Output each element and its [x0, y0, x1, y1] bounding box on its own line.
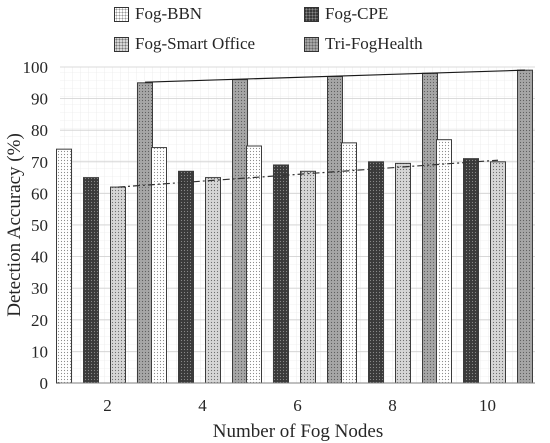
legend: Fog-BBN Fog-CPE Fog-Smart Office Tri-Fog… — [100, 2, 520, 60]
y-tick-label: 90 — [31, 90, 48, 109]
y-tick-label: 50 — [31, 216, 48, 235]
bar-fog-smart-office-8 — [395, 162, 411, 384]
legend-swatch-fog-cpe — [304, 6, 319, 22]
x-tick-labels: 2 4 6 8 10 — [103, 396, 496, 415]
y-tick-label: 100 — [23, 58, 49, 77]
legend-item-tri-foghealth: Tri-FogHealth — [304, 32, 423, 56]
trendline-tri-foghealth — [144, 69, 526, 83]
y-tick-label: 40 — [31, 248, 48, 267]
legend-item-fog-bbn: Fog-BBN — [114, 2, 202, 26]
bar-fog-smart-office-10 — [490, 161, 506, 384]
legend-label-tri-foghealth: Tri-FogHealth — [325, 34, 423, 53]
legend-item-fog-smart-office: Fog-Smart Office — [114, 32, 255, 56]
legend-swatch-fog-bbn — [114, 6, 129, 22]
x-tick-label: 4 — [198, 396, 207, 415]
bar-fog-cpe-2 — [83, 177, 99, 384]
legend-label-fog-bbn: Fog-BBN — [135, 4, 203, 23]
x-tick-label: 8 — [388, 396, 397, 415]
bar-fog-smart-office-2 — [110, 186, 126, 384]
legend-swatch-fog-smart-office — [114, 36, 129, 52]
bar-fog-cpe-10 — [463, 158, 479, 384]
y-tick-label: 80 — [31, 121, 48, 140]
legend-swatch-tri-foghealth — [304, 36, 319, 52]
bars — [56, 69, 533, 384]
bar-tri-foghealth-2 — [137, 82, 153, 384]
bar-fog-bbn-4 — [151, 147, 167, 384]
y-tick-label: 30 — [31, 279, 48, 298]
bar-tri-foghealth-4 — [232, 79, 248, 384]
x-tick-label: 2 — [103, 396, 112, 415]
trendlines — [117, 69, 526, 188]
y-tick-label: 60 — [31, 184, 48, 203]
legend-label-fog-cpe: Fog-CPE — [325, 4, 389, 23]
y-axis-label: Detection Accuracy (%) — [4, 133, 25, 317]
bar-fog-bbn-10 — [436, 139, 452, 384]
y-tick-label: 0 — [40, 374, 49, 393]
bar-fog-bbn-2 — [56, 148, 72, 384]
x-axis-label: Number of Fog Nodes — [213, 421, 383, 442]
bar-tri-foghealth-6 — [327, 75, 343, 384]
bar-fog-smart-office-4 — [205, 177, 221, 384]
bar-fog-cpe-4 — [178, 170, 194, 384]
x-tick-label: 10 — [479, 396, 496, 415]
bar-fog-smart-office-6 — [300, 170, 316, 384]
y-tick-label: 10 — [31, 342, 48, 361]
y-tick-labels: 0 10 20 30 40 50 60 70 80 90 100 — [23, 58, 49, 393]
legend-label-fog-smart-office: Fog-Smart Office — [135, 34, 256, 53]
y-tick-label: 20 — [31, 311, 48, 330]
bar-fog-bbn-8 — [341, 142, 357, 384]
bar-fog-cpe-6 — [273, 164, 289, 384]
bar-fog-cpe-8 — [368, 161, 384, 384]
bar-tri-foghealth-10 — [517, 69, 533, 384]
x-tick-label: 6 — [293, 396, 302, 415]
trendline-fog-smart-office — [117, 159, 499, 188]
y-tick-label: 70 — [31, 153, 48, 172]
legend-item-fog-cpe: Fog-CPE — [304, 2, 388, 26]
bar-fog-bbn-6 — [246, 145, 262, 384]
bar-tri-foghealth-8 — [422, 72, 438, 384]
